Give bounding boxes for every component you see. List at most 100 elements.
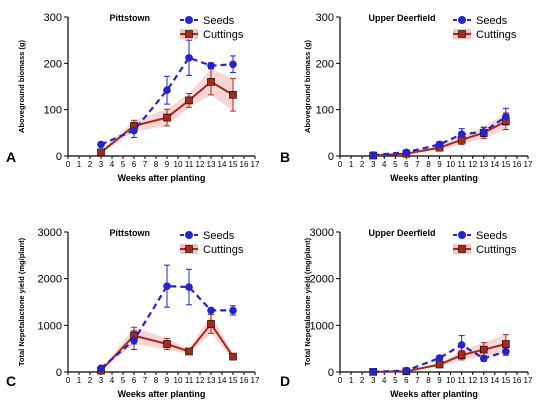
legend-cuttings-marker xyxy=(185,245,193,253)
x-tick-label: 13 xyxy=(207,376,216,385)
x-tick-label: 14 xyxy=(490,160,499,169)
seeds-line xyxy=(373,343,507,373)
x-tick-label: 5 xyxy=(393,376,398,385)
cuttings-point xyxy=(185,96,193,105)
x-tick-label: 10 xyxy=(446,376,455,385)
x-tick-label: 1 xyxy=(77,376,82,385)
seeds-point xyxy=(502,112,510,121)
x-tick-label: 2 xyxy=(88,376,93,385)
x-tick-label: 4 xyxy=(382,376,387,385)
x-tick-label: 4 xyxy=(110,376,115,385)
x-tick-label: 14 xyxy=(490,376,499,385)
seeds-point xyxy=(185,53,193,62)
legend-seeds-marker xyxy=(185,16,193,24)
x-tick-label: 1 xyxy=(77,160,82,169)
x-axis-title: Weeks after planting xyxy=(118,173,206,183)
legend-cuttings-label: Cuttings xyxy=(203,244,244,256)
panel-letter: C xyxy=(6,373,16,389)
y-tick-label: 300 xyxy=(44,12,62,24)
x-tick-label: 8 xyxy=(426,376,431,385)
chart-title: Pittstown xyxy=(109,228,150,238)
x-tick-label: 10 xyxy=(174,376,183,385)
x-tick-label: 12 xyxy=(468,160,477,169)
y-tick-label: 2000 xyxy=(310,274,334,286)
x-axis-title: Weeks after planting xyxy=(390,173,478,183)
x-tick-label: 11 xyxy=(457,376,466,385)
x-tick-label: 15 xyxy=(229,376,238,385)
x-tick-label: 5 xyxy=(393,160,398,169)
x-tick-label: 16 xyxy=(512,376,521,385)
cuttings-line xyxy=(100,322,234,372)
legend-seeds-label: Seeds xyxy=(203,15,235,27)
seeds-point xyxy=(97,364,105,373)
x-tick-label: 17 xyxy=(251,376,260,385)
x-tick-label: 13 xyxy=(479,376,488,385)
x-tick-label: 5 xyxy=(121,160,126,169)
legend-seeds-marker xyxy=(458,231,466,239)
seeds-point xyxy=(435,140,444,149)
cuttings-point xyxy=(185,347,193,356)
cuttings-point xyxy=(97,148,105,157)
x-tick-label: 2 xyxy=(360,376,365,385)
seeds-point xyxy=(163,282,171,290)
cuttings-point xyxy=(207,320,215,328)
x-tick-label: 11 xyxy=(185,160,194,169)
legend-seeds-label: Seeds xyxy=(476,230,508,242)
x-tick-label: 17 xyxy=(524,376,533,385)
y-tick-label: 1000 xyxy=(310,320,334,332)
legend-seeds-marker xyxy=(458,16,466,24)
seeds-point xyxy=(207,61,215,70)
x-tick-label: 6 xyxy=(132,376,137,385)
cuttings-point xyxy=(502,340,510,348)
x-tick-label: 3 xyxy=(99,376,104,385)
x-tick-label: 11 xyxy=(457,160,466,169)
cuttings-point xyxy=(207,78,215,86)
x-tick-label: 0 xyxy=(66,160,71,169)
chart-title: Upper Deerfield xyxy=(369,13,436,23)
panel-letter: D xyxy=(280,373,290,389)
x-tick-label: 14 xyxy=(218,376,227,385)
seeds-point xyxy=(479,354,488,363)
x-tick-label: 16 xyxy=(512,160,521,169)
seeds-point xyxy=(185,283,193,291)
x-tick-label: 3 xyxy=(371,160,376,169)
y-tick-label: 0 xyxy=(328,367,334,379)
x-tick-label: 13 xyxy=(479,160,488,169)
y-tick-label: 0 xyxy=(56,367,62,379)
x-tick-label: 4 xyxy=(110,160,115,169)
cuttings-point xyxy=(457,351,466,360)
x-tick-label: 13 xyxy=(207,160,216,169)
x-tick-label: 10 xyxy=(446,160,455,169)
y-tick-label: 300 xyxy=(316,12,334,24)
x-tick-label: 16 xyxy=(240,376,249,385)
seeds-point xyxy=(229,306,237,315)
y-tick-label: 200 xyxy=(316,58,334,70)
x-axis-title: Weeks after planting xyxy=(118,389,206,399)
seeds-point xyxy=(479,128,488,136)
cuttings-point xyxy=(163,113,171,122)
x-tick-label: 16 xyxy=(240,160,249,169)
x-tick-label: 2 xyxy=(360,160,365,169)
cuttings-point xyxy=(435,360,444,369)
y-tick-label: 2000 xyxy=(38,274,62,286)
x-tick-label: 7 xyxy=(415,376,420,385)
seeds-point xyxy=(163,86,171,95)
y-axis-title: Aboveground biomass (g) xyxy=(303,40,312,133)
y-axis-title: Total Nepetalactone yield (mg/plant) xyxy=(303,237,312,366)
x-tick-label: 12 xyxy=(468,376,477,385)
x-tick-label: 11 xyxy=(185,376,194,385)
legend-cuttings-marker xyxy=(458,30,466,38)
x-tick-label: 15 xyxy=(229,160,238,169)
x-tick-label: 0 xyxy=(338,160,343,169)
x-tick-label: 0 xyxy=(66,376,71,385)
legend-cuttings-marker xyxy=(458,245,466,253)
x-tick-label: 7 xyxy=(415,160,420,169)
x-tick-label: 9 xyxy=(165,160,170,169)
y-tick-label: 200 xyxy=(44,58,62,70)
cuttings-point xyxy=(229,352,237,361)
